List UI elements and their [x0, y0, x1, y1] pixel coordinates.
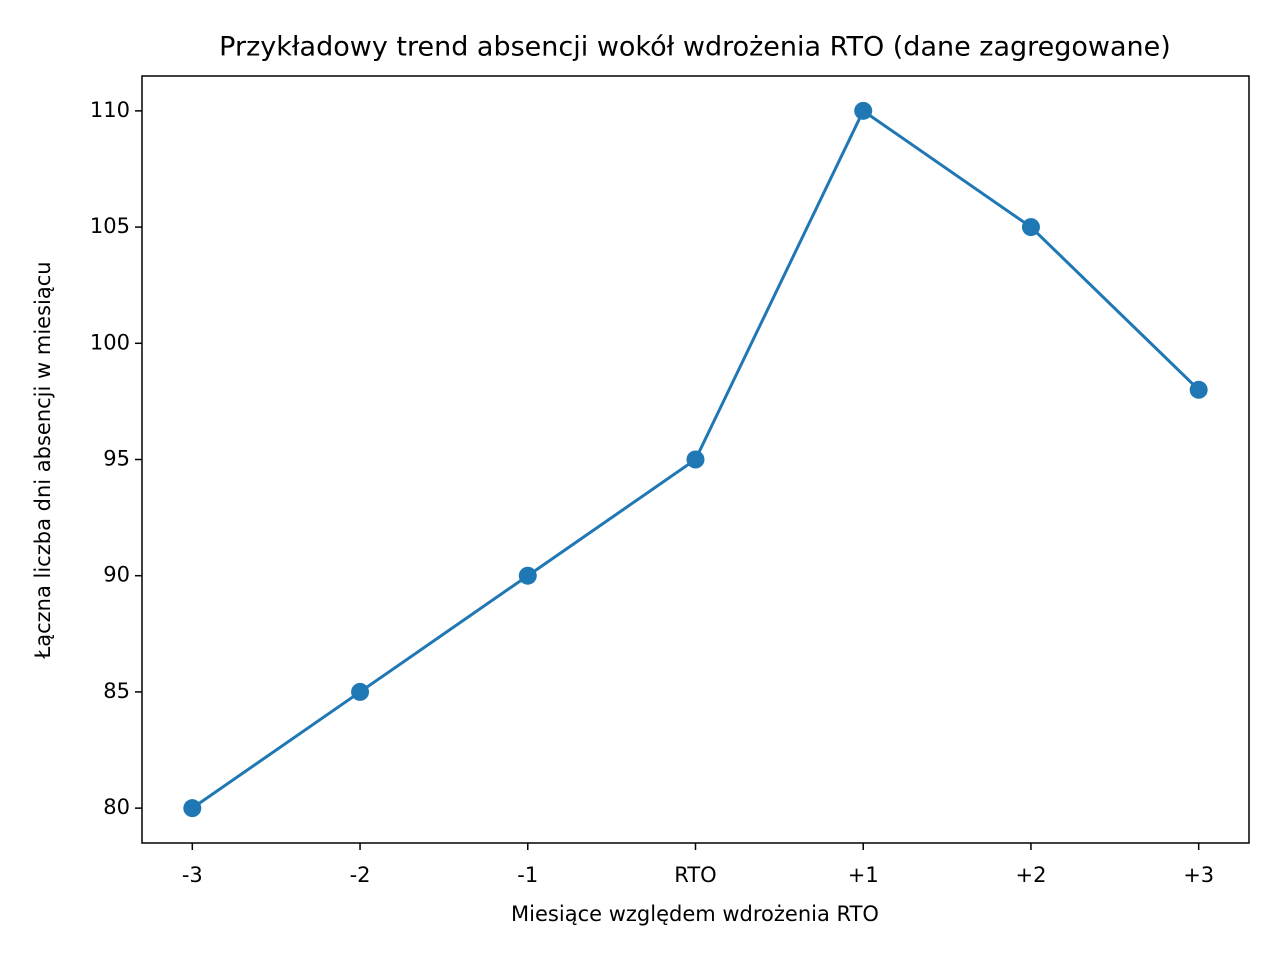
y-tick-label: 100	[90, 330, 130, 354]
x-tick-label: RTO	[674, 863, 716, 887]
x-tick-label: +2	[1015, 863, 1046, 887]
data-point	[686, 450, 705, 469]
data-point	[518, 566, 537, 585]
x-tick-label: -1	[517, 863, 538, 887]
x-tick-label: +1	[848, 863, 879, 887]
y-tick-label: 85	[103, 679, 130, 703]
plot-frame	[141, 75, 1250, 844]
x-tick-label: +3	[1183, 863, 1214, 887]
y-tick-label: 95	[103, 447, 130, 471]
y-tick-label: 80	[103, 795, 130, 819]
data-point	[1021, 218, 1040, 237]
x-tick-label: -2	[350, 863, 371, 887]
x-tick-label: -3	[182, 863, 203, 887]
y-tick-label: 110	[90, 98, 130, 122]
x-axis-label: Miesiące względem wdrożenia RTO	[511, 902, 879, 926]
chart-title: Przykładowy trend absencji wokół wdrożen…	[219, 32, 1171, 63]
data-point	[1189, 380, 1208, 399]
data-point	[351, 682, 370, 701]
data-point	[183, 799, 202, 818]
y-tick-label: 105	[90, 214, 130, 238]
data-point	[854, 101, 873, 120]
y-axis-label: Łączna liczba dni absencji w miesiącu	[31, 261, 55, 659]
y-tick-label: 90	[103, 563, 130, 587]
